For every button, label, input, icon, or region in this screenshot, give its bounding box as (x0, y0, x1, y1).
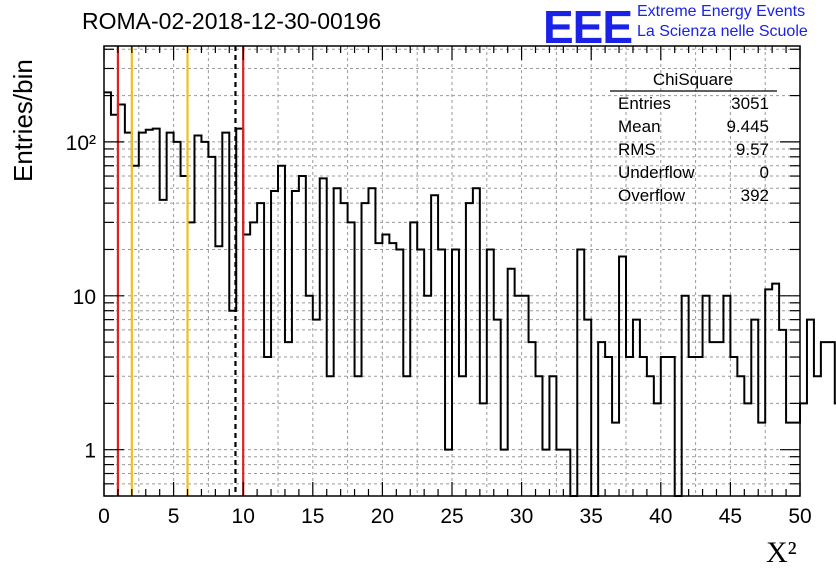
x-tick-label: 20 (371, 505, 394, 528)
plot-frame (103, 45, 801, 497)
stats-value: 9.57 (736, 140, 769, 159)
stats-label: Overflow (618, 186, 686, 205)
x-tick-label: 0 (98, 505, 110, 528)
x-tick-label: 30 (510, 505, 533, 528)
logo-line-1: Extreme Energy Events (637, 3, 806, 20)
axis-ticks: 0 5 10 15 20 25 30 35 40 45 50 1 10 10² (66, 46, 812, 528)
stats-box: ChiSquare Entries 3051 Mean 9.445 RMS 9.57 Unde… (610, 70, 777, 205)
eee-logo-text: Extreme Energy Events La Scienza nelle S… (637, 2, 808, 42)
x-tick-label: 50 (788, 505, 811, 528)
x-tick-label: 25 (440, 505, 463, 528)
x-tick-label: 40 (649, 505, 672, 528)
stats-label: Mean (618, 117, 661, 136)
x-tick-label: 10 (232, 505, 255, 528)
y-tick-label: 10 (73, 286, 96, 309)
stats-label: Underflow (618, 163, 695, 182)
stats-header: ChiSquare (653, 70, 733, 89)
chart-title: ROMA-02-2018-12-30-00196 (82, 8, 382, 34)
marker-lines (116, 46, 245, 496)
stats-value: 392 (741, 186, 769, 205)
x-tick-label: 5 (168, 505, 180, 528)
stats-label: RMS (618, 140, 656, 159)
logo-line-2: La Scienza nelle Scuole (637, 23, 808, 40)
x-tick-label: 15 (301, 505, 324, 528)
eee-logo: EEE (543, 1, 633, 53)
histogram-series (104, 91, 836, 497)
stats-label: Entries (618, 94, 671, 113)
x-axis-label: X² (766, 536, 797, 569)
stats-value: 9.445 (726, 117, 769, 136)
x-tick-label: 45 (719, 505, 742, 528)
x-tick-label: 35 (580, 505, 603, 528)
y-tick-label: 10² (66, 132, 96, 155)
stats-value: 3051 (731, 94, 769, 113)
stats-value: 0 (760, 163, 769, 182)
y-tick-label: 1 (84, 440, 96, 463)
